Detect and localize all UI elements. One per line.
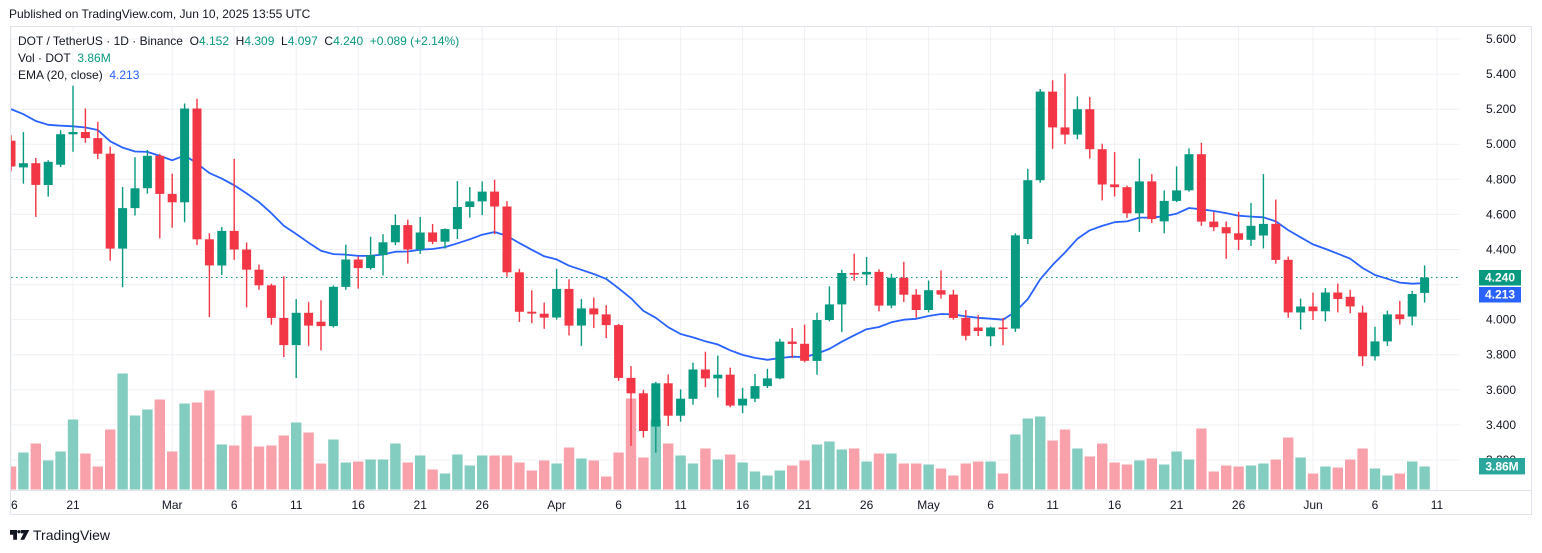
svg-text:6: 6 <box>231 498 238 512</box>
svg-text:Jun: Jun <box>1303 498 1322 512</box>
svg-text:16: 16 <box>352 498 366 512</box>
svg-text:16: 16 <box>1108 498 1122 512</box>
svg-text:Apr: Apr <box>547 498 566 512</box>
svg-text:Mar: Mar <box>162 498 183 512</box>
svg-text:6: 6 <box>987 498 994 512</box>
svg-text:16: 16 <box>736 498 750 512</box>
svg-text:Published on TradingView.com,: Published on TradingView.com, Jun 10, 20… <box>9 7 311 21</box>
svg-text:26: 26 <box>1232 498 1246 512</box>
svg-text:4.600: 4.600 <box>1486 207 1516 221</box>
svg-text:21: 21 <box>414 498 428 512</box>
svg-text:4.213: 4.213 <box>1485 288 1515 302</box>
svg-text:3.86M: 3.86M <box>1485 460 1518 474</box>
svg-text:21: 21 <box>798 498 812 512</box>
svg-text:21: 21 <box>66 498 80 512</box>
svg-text:EMA (20, close) 4.213: EMA (20, close) 4.213 <box>18 68 140 82</box>
svg-text:6: 6 <box>615 498 622 512</box>
svg-text:26: 26 <box>476 498 490 512</box>
svg-text:11: 11 <box>674 498 687 512</box>
svg-text:11: 11 <box>1431 498 1444 512</box>
svg-text:26: 26 <box>860 498 874 512</box>
svg-text:4.240: 4.240 <box>1485 271 1515 285</box>
svg-text:May: May <box>917 498 940 512</box>
svg-text:3.400: 3.400 <box>1486 418 1516 432</box>
svg-text:6: 6 <box>1372 498 1379 512</box>
svg-text:3.600: 3.600 <box>1486 383 1516 397</box>
svg-text:Vol · DOT 3.86M: Vol · DOT 3.86M <box>18 51 111 65</box>
svg-text:5.200: 5.200 <box>1486 102 1516 116</box>
svg-text:4.800: 4.800 <box>1486 172 1516 186</box>
svg-text:11: 11 <box>290 498 303 512</box>
svg-text:5.400: 5.400 <box>1486 67 1516 81</box>
svg-text:11: 11 <box>1046 498 1059 512</box>
svg-text:21: 21 <box>1170 498 1184 512</box>
svg-text:4.000: 4.000 <box>1486 313 1516 327</box>
svg-text:3.800: 3.800 <box>1486 348 1516 362</box>
svg-text:TradingView: TradingView <box>33 527 111 543</box>
svg-text:DOT / TetherUS · 1D · Binance: DOT / TetherUS · 1D · Binance O4.152 H4.… <box>18 34 459 48</box>
svg-text:5.000: 5.000 <box>1486 137 1516 151</box>
svg-text:5.600: 5.600 <box>1486 32 1516 46</box>
svg-text:4.400: 4.400 <box>1486 243 1516 257</box>
svg-text:16: 16 <box>4 498 18 512</box>
